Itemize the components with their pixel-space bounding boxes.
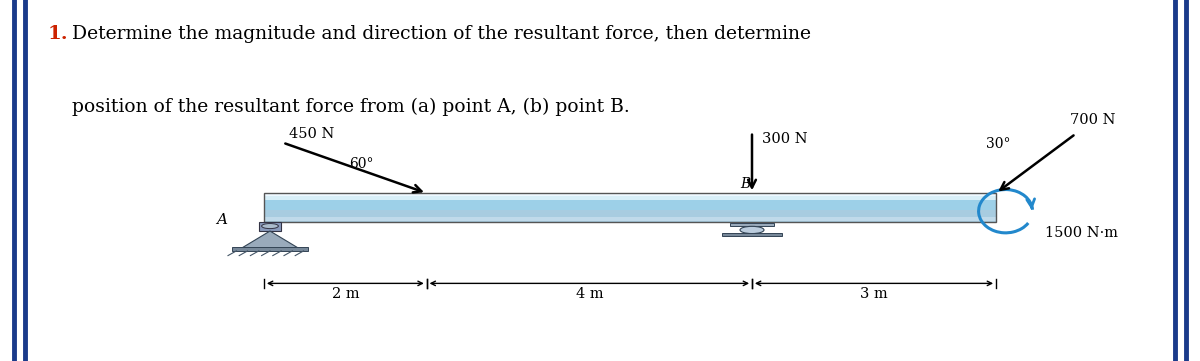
Bar (232, 247, 308, 251)
Polygon shape (240, 231, 300, 249)
Bar (259, 222, 281, 231)
Text: B: B (740, 177, 750, 191)
Text: 60°: 60° (349, 157, 373, 171)
Bar (264, 193, 996, 200)
Text: position of the resultant force from (a) point A, (b) point B.: position of the resultant force from (a)… (72, 97, 630, 116)
Text: 1500 N·m: 1500 N·m (1044, 226, 1117, 240)
Text: 1.: 1. (48, 25, 68, 43)
Text: 30°: 30° (986, 137, 1010, 151)
Circle shape (262, 223, 278, 229)
Text: Determine the magnitude and direction of the resultant force, then determine: Determine the magnitude and direction of… (72, 25, 811, 43)
Text: 450 N: 450 N (289, 127, 334, 141)
Text: 2 m: 2 m (331, 287, 359, 301)
Bar (264, 193, 996, 222)
Bar (722, 233, 782, 236)
Text: 700 N: 700 N (1070, 113, 1115, 126)
Text: 4 m: 4 m (576, 287, 604, 301)
Bar (731, 223, 774, 226)
Bar (264, 193, 996, 196)
Text: 3 m: 3 m (860, 287, 888, 301)
Bar (264, 193, 996, 222)
Bar (264, 197, 996, 210)
Circle shape (740, 226, 764, 234)
Text: 300 N: 300 N (762, 132, 808, 146)
Text: A: A (216, 213, 228, 227)
Bar (264, 217, 996, 221)
